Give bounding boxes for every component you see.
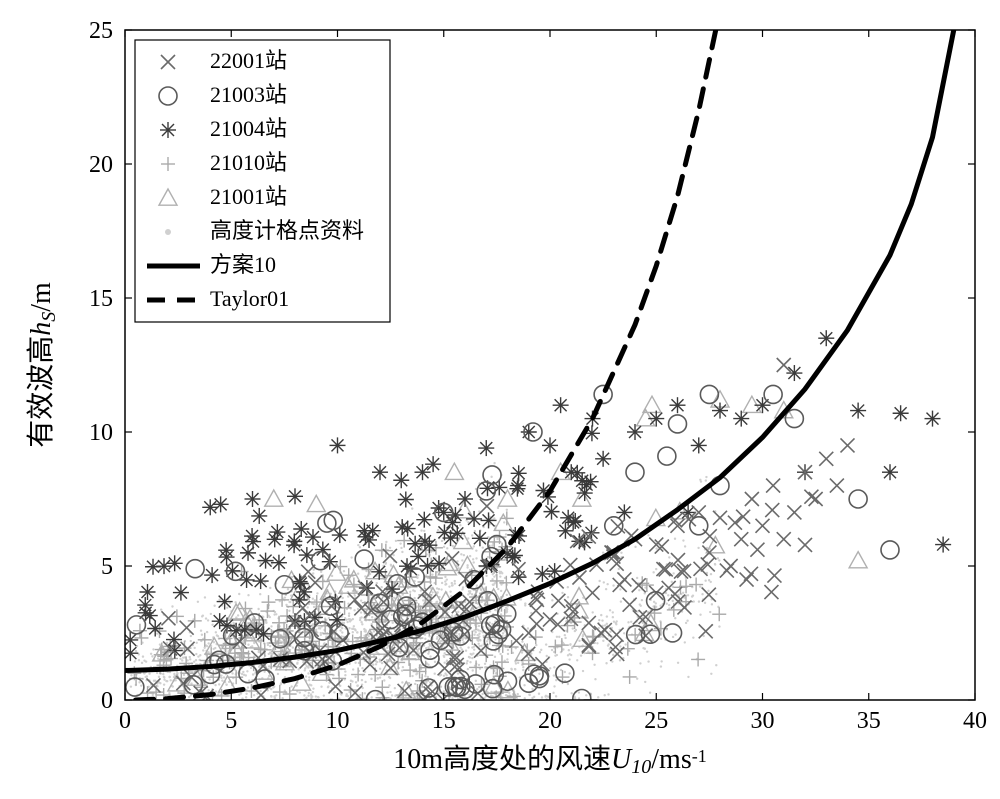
x-axis-label: 10m高度处的风速U10/ms-1 bbox=[393, 743, 706, 778]
ytick-label: 0 bbox=[101, 688, 113, 714]
legend-label: Taylor01 bbox=[210, 286, 289, 311]
legend-label: 21004站 bbox=[210, 116, 287, 141]
ytick-label: 25 bbox=[89, 18, 113, 44]
xtick-label: 20 bbox=[538, 708, 562, 734]
legend-label: 21001站 bbox=[210, 184, 287, 209]
legend-label: 方案10 bbox=[210, 252, 276, 277]
xtick-label: 40 bbox=[963, 708, 987, 734]
legend-label: 高度计格点资料 bbox=[210, 218, 364, 243]
xtick-label: 25 bbox=[644, 708, 668, 734]
xtick-label: 10 bbox=[326, 708, 350, 734]
y-axis-label: 有效波高hS/m bbox=[25, 282, 60, 448]
ytick-label: 15 bbox=[89, 286, 113, 312]
legend-label: 22001站 bbox=[210, 48, 287, 73]
xtick-label: 35 bbox=[857, 708, 881, 734]
ytick-label: 10 bbox=[89, 420, 113, 446]
xtick-label: 15 bbox=[432, 708, 456, 734]
xtick-label: 30 bbox=[751, 708, 775, 734]
ytick-label: 20 bbox=[89, 152, 113, 178]
legend: 22001站 21003站 21004站 21010站 21001站高度计格点资料方案1… bbox=[135, 40, 390, 322]
legend-label: 21003站 bbox=[210, 82, 287, 107]
scatter-chart: 0 5 10 15 20 25 30 35 40 0 5 10 15 20 25 10m高度处的风速U10/m… bbox=[0, 0, 1000, 799]
xtick-label: 5 bbox=[225, 708, 237, 734]
xtick-label: 0 bbox=[119, 708, 131, 734]
chart-container: 0 5 10 15 20 25 30 35 40 0 5 10 15 20 25 10m高度处的风速U10/m… bbox=[0, 0, 1000, 799]
ytick-label: 5 bbox=[101, 554, 113, 580]
legend-label: 21010站 bbox=[210, 150, 287, 175]
